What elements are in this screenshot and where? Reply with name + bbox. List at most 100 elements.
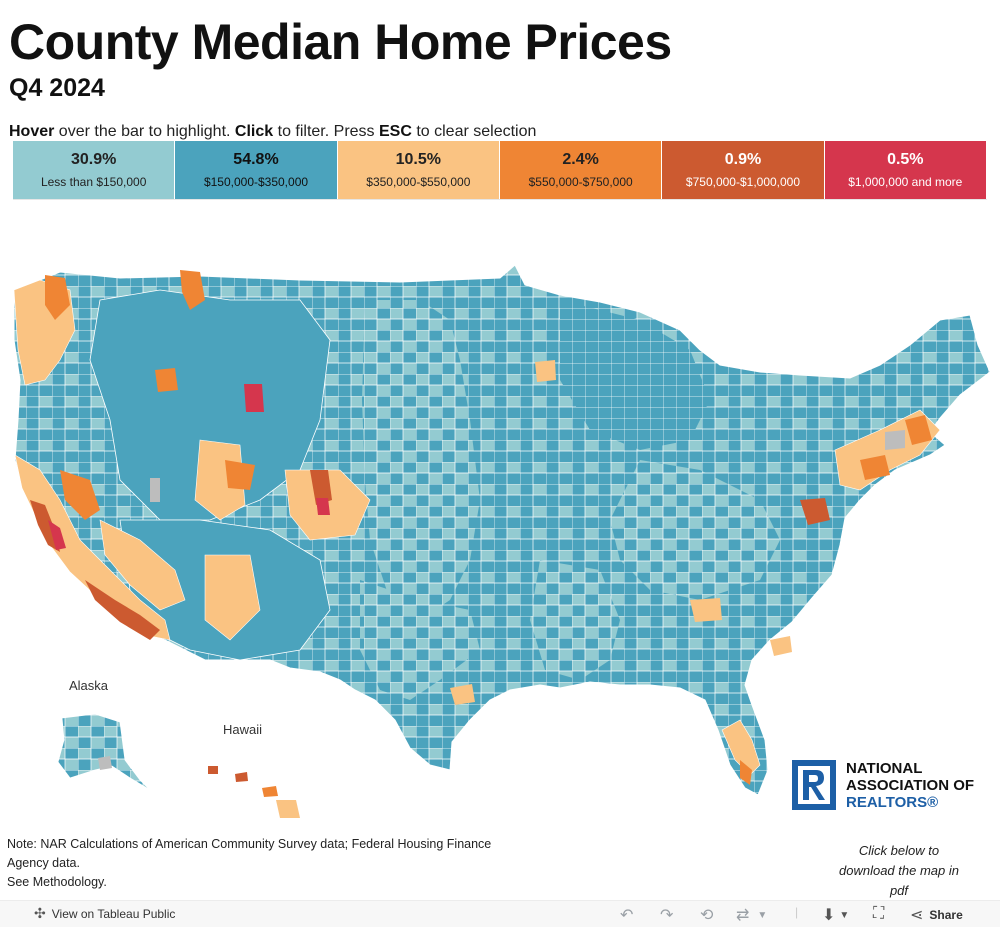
south-florida — [740, 760, 752, 785]
nashville-area — [690, 598, 722, 622]
price-legend-bar: 30.9% Less than $150,000 54.8% $150,000-… — [13, 141, 987, 199]
share-label: Share — [929, 908, 963, 922]
note-line: Note: NAR Calculations of American Commu… — [7, 837, 492, 851]
legend-share: 2.4% — [562, 151, 599, 168]
new-england-no-data — [885, 430, 905, 450]
utah-park-city — [225, 460, 255, 490]
download-line: download the map in — [839, 863, 959, 878]
legend-range: $350,000-$550,000 — [366, 175, 471, 189]
legend-share: 54.8% — [233, 151, 279, 168]
logo-line-national: NATIONAL — [846, 760, 923, 777]
refresh-icon: ⇄ — [736, 907, 750, 924]
revert-icon: ⟲ — [700, 907, 714, 924]
county-choropleth-map[interactable] — [0, 250, 1000, 820]
page-subtitle: Q4 2024 — [9, 74, 105, 102]
legend-segment-under-150k[interactable]: 30.9% Less than $150,000 — [13, 141, 176, 199]
instruction-hover: Hover — [9, 123, 55, 140]
hawaii-oahu — [235, 772, 248, 782]
undo-button[interactable]: ↶ — [620, 905, 633, 925]
instruction-esc: ESC — [378, 123, 412, 140]
instruction-esc-text: to clear selection — [411, 123, 537, 140]
legend-divider — [13, 199, 987, 200]
methodology-link[interactable]: See Methodology. — [7, 875, 107, 889]
legend-range: $150,000-$350,000 — [203, 175, 309, 189]
download-hint: Click below to download the map in pdf — [826, 841, 972, 901]
legend-segment-over-1m[interactable]: 0.5% $1,000,000 and more — [824, 141, 987, 199]
download-line: pdf — [889, 883, 909, 898]
legend-share: 0.9% — [724, 151, 762, 168]
california-south-coast — [85, 580, 160, 640]
new-york-metro — [860, 455, 890, 480]
redo-button[interactable]: ↷ — [660, 905, 673, 925]
nevada-arizona-plateau — [194, 439, 246, 521]
alaska-no-data — [98, 756, 112, 770]
legend-segment-350k-550k[interactable]: 10.5% $350,000-$550,000 — [337, 141, 500, 199]
note-line: Agency data. — [7, 856, 80, 870]
legend-segment-750k-1m[interactable]: 0.9% $750,000-$1,000,000 — [662, 141, 825, 199]
legend-share: 10.5% — [395, 151, 441, 168]
hawaii-big-island — [276, 800, 300, 818]
instruction-hover-text: over the bar to highlight. — [54, 123, 235, 140]
legend-range: $1,000,000 and more — [848, 175, 963, 189]
seattle-area — [45, 275, 70, 320]
legend-segment-150k-350k[interactable]: 54.8% $150,000-$350,000 — [175, 141, 338, 199]
realtor-logo-icon — [792, 760, 836, 810]
chevron-down-icon: ▼ — [839, 909, 850, 921]
minneapolis-area — [535, 360, 556, 382]
fullscreen-icon: ⛶ — [873, 905, 885, 922]
instruction-click-text: to filter. Press — [273, 123, 379, 140]
sun-valley-area — [155, 368, 178, 392]
aspen-area — [316, 498, 330, 515]
revert-button[interactable]: ⟲ — [700, 905, 713, 925]
california-bay-area — [30, 500, 60, 552]
great-lakes-region — [560, 300, 710, 450]
tableau-icon: ✣ — [34, 905, 46, 921]
instructions: Hover over the bar to highlight. Click t… — [9, 122, 536, 142]
hawaii-label: Hawaii — [223, 722, 263, 737]
download-icon: ⬇ — [822, 907, 836, 924]
boston-area — [905, 415, 932, 445]
logo-line-association: ASSOCIATION OF — [846, 777, 975, 794]
colorado-mountains — [310, 470, 332, 505]
alaska — [57, 713, 151, 791]
mississippi-delta-region — [530, 560, 620, 680]
legend-range: Less than $150,000 — [40, 175, 147, 189]
toolbar-separator: | — [795, 905, 799, 919]
mountain-west-region — [89, 289, 331, 521]
instruction-click: Click — [234, 123, 274, 140]
share-button[interactable]: ⋖ Share — [910, 905, 963, 925]
legend-range: $750,000-$1,000,000 — [685, 175, 801, 189]
refresh-button[interactable]: ⇄ ▼ — [736, 905, 767, 925]
central-valley — [99, 519, 186, 611]
california-inland — [60, 470, 100, 520]
page-title: County Median Home Prices — [9, 14, 672, 70]
download-button[interactable]: ⬇ ▼ — [822, 905, 849, 925]
plains-region — [362, 300, 480, 620]
dc-metro — [800, 498, 830, 525]
charleston-area — [770, 636, 792, 656]
jackson-hole — [244, 384, 264, 412]
legend-share: 30.9% — [70, 151, 117, 168]
legend-share: 0.5% — [887, 151, 924, 168]
share-icon: ⋖ — [910, 907, 924, 924]
nevada-no-data — [150, 478, 160, 502]
appalachia-region — [610, 460, 780, 600]
undo-icon: ↶ — [620, 907, 634, 924]
arizona-high-region — [204, 554, 261, 641]
legend-segment-550k-750k[interactable]: 2.4% $550,000-$750,000 — [499, 141, 663, 199]
source-note: Note: NAR Calculations of American Commu… — [7, 835, 567, 892]
legend-range: $550,000-$750,000 — [528, 175, 633, 189]
view-on-tableau-button[interactable]: ✣ View on Tableau Public — [34, 905, 175, 922]
texas-plains-region — [360, 580, 480, 700]
tableau-toolbar: ✣ View on Tableau Public ↶ ↷ ⟲ ⇄ ▼ | ⬇ ▼ ⛶… — [0, 900, 1000, 927]
logo-line-realtors: REALTORS® — [846, 794, 939, 811]
download-line: Click below to — [858, 843, 940, 858]
fullscreen-button[interactable]: ⛶ — [873, 905, 884, 923]
hawaii-kauai — [208, 766, 218, 774]
hawaii-maui — [262, 786, 278, 797]
redo-icon: ↷ — [660, 907, 674, 924]
austin-area — [450, 684, 475, 705]
florida-coast — [721, 719, 761, 776]
view-on-tableau-label: View on Tableau Public — [51, 906, 176, 921]
alaska-label: Alaska — [69, 678, 109, 693]
